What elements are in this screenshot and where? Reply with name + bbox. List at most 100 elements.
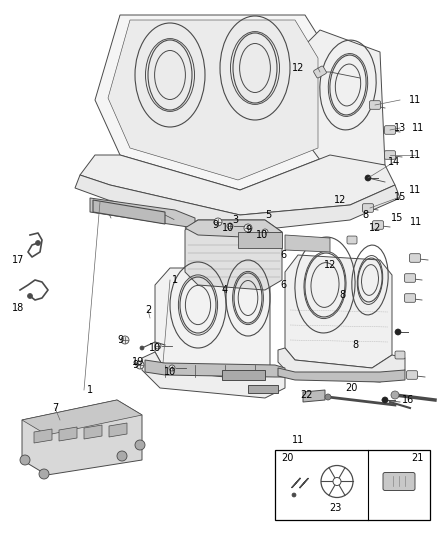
Polygon shape — [75, 175, 399, 232]
Circle shape — [213, 218, 222, 226]
Text: 8: 8 — [361, 210, 367, 220]
FancyBboxPatch shape — [382, 472, 414, 490]
Polygon shape — [277, 368, 404, 382]
Circle shape — [226, 223, 233, 229]
Circle shape — [244, 224, 251, 232]
Text: 11: 11 — [291, 435, 304, 445]
Text: 16: 16 — [401, 395, 413, 405]
Text: 13: 13 — [393, 123, 405, 133]
Text: 1: 1 — [172, 275, 178, 285]
Text: 17: 17 — [12, 255, 24, 265]
Polygon shape — [22, 400, 141, 475]
Text: 8: 8 — [351, 340, 357, 350]
Polygon shape — [297, 30, 384, 165]
Text: 20: 20 — [344, 383, 357, 393]
Circle shape — [390, 391, 398, 399]
Circle shape — [121, 336, 129, 344]
FancyBboxPatch shape — [372, 221, 383, 229]
Text: 15: 15 — [390, 213, 402, 223]
Circle shape — [39, 469, 49, 479]
Text: 11: 11 — [411, 123, 423, 133]
Circle shape — [136, 361, 144, 369]
Text: 1: 1 — [87, 385, 93, 395]
Circle shape — [169, 365, 175, 371]
FancyBboxPatch shape — [403, 294, 414, 302]
Circle shape — [135, 440, 145, 450]
Text: 10: 10 — [148, 343, 161, 353]
Text: 8: 8 — [338, 290, 344, 300]
Polygon shape — [277, 348, 404, 382]
Polygon shape — [184, 220, 281, 238]
Circle shape — [35, 240, 40, 246]
Polygon shape — [80, 155, 394, 215]
Polygon shape — [34, 429, 52, 443]
Text: 23: 23 — [328, 503, 340, 513]
Text: 7: 7 — [52, 403, 58, 413]
Text: 11: 11 — [409, 217, 421, 227]
Text: 12: 12 — [323, 260, 336, 270]
Polygon shape — [141, 352, 284, 398]
FancyBboxPatch shape — [369, 101, 380, 109]
Text: 9: 9 — [132, 360, 138, 370]
FancyBboxPatch shape — [313, 66, 326, 78]
Text: 6: 6 — [279, 280, 286, 290]
Bar — [274, 450, 429, 520]
Polygon shape — [145, 360, 284, 377]
Circle shape — [381, 397, 387, 403]
Text: 10: 10 — [255, 230, 268, 240]
Text: 10: 10 — [221, 223, 233, 233]
FancyBboxPatch shape — [403, 274, 414, 282]
Text: 9: 9 — [212, 220, 218, 230]
Text: 2: 2 — [145, 305, 151, 315]
Text: 11: 11 — [408, 185, 420, 195]
FancyBboxPatch shape — [362, 204, 373, 212]
Text: 6: 6 — [279, 250, 286, 260]
FancyBboxPatch shape — [384, 151, 395, 159]
Text: 18: 18 — [12, 303, 24, 313]
Text: 12: 12 — [333, 195, 346, 205]
Text: 5: 5 — [264, 210, 271, 220]
Polygon shape — [184, 220, 281, 290]
FancyBboxPatch shape — [409, 254, 420, 262]
Polygon shape — [93, 200, 165, 224]
Circle shape — [394, 329, 400, 335]
Polygon shape — [284, 255, 391, 368]
Text: 14: 14 — [387, 157, 399, 167]
Text: 11: 11 — [408, 150, 420, 160]
Circle shape — [20, 455, 30, 465]
Circle shape — [117, 451, 127, 461]
Circle shape — [332, 478, 340, 486]
Polygon shape — [84, 425, 102, 439]
Circle shape — [140, 346, 144, 350]
Text: 4: 4 — [222, 285, 228, 295]
FancyBboxPatch shape — [394, 351, 404, 359]
Circle shape — [261, 229, 267, 235]
Text: 22: 22 — [300, 390, 313, 400]
FancyBboxPatch shape — [406, 370, 417, 379]
Polygon shape — [108, 20, 317, 180]
Text: 12: 12 — [291, 63, 304, 73]
Text: 9: 9 — [117, 335, 123, 345]
Circle shape — [324, 394, 330, 400]
Polygon shape — [155, 268, 269, 380]
Polygon shape — [95, 15, 329, 190]
Text: 12: 12 — [368, 223, 380, 233]
Text: 21: 21 — [410, 453, 422, 463]
Polygon shape — [284, 235, 329, 252]
Circle shape — [28, 294, 32, 298]
Circle shape — [291, 493, 295, 497]
Circle shape — [364, 175, 370, 181]
Polygon shape — [109, 423, 127, 437]
Text: 3: 3 — [231, 215, 237, 225]
Polygon shape — [22, 400, 141, 435]
Polygon shape — [247, 385, 277, 393]
Text: 15: 15 — [393, 192, 405, 202]
Text: 11: 11 — [408, 95, 420, 105]
Text: 20: 20 — [280, 453, 293, 463]
Polygon shape — [222, 370, 265, 380]
FancyBboxPatch shape — [384, 126, 395, 134]
Text: 19: 19 — [131, 357, 144, 367]
Text: 10: 10 — [163, 367, 176, 377]
Polygon shape — [59, 427, 77, 441]
Circle shape — [155, 343, 161, 349]
